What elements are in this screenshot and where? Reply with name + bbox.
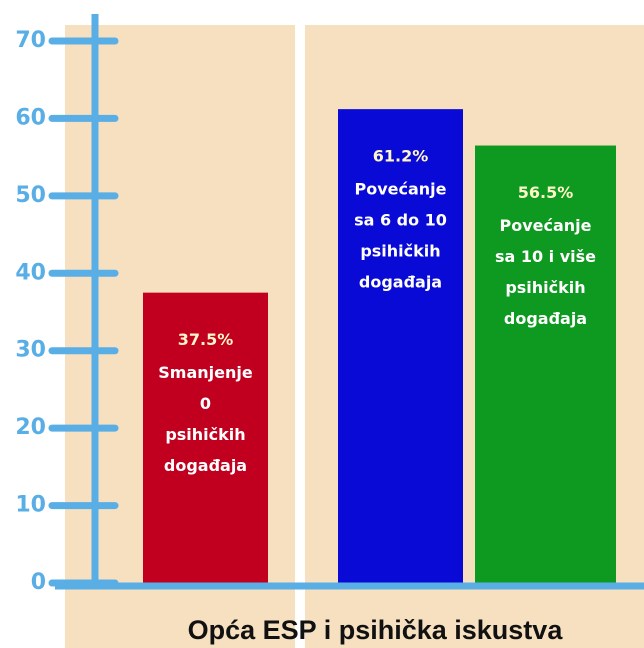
chart-title: Opća ESP i psihička iskustva (188, 615, 564, 645)
y-tick-label: 70 (15, 28, 46, 53)
category-label: 0 (200, 394, 211, 413)
category-label: sa 10 i više (495, 247, 596, 266)
category-label: psihičkih (505, 278, 585, 297)
y-tick-label: 30 (15, 338, 46, 363)
category-label: psihičkih (165, 425, 245, 444)
data-label: 37.5% (178, 330, 234, 349)
category-label: sa 6 do 10 (354, 211, 447, 230)
category-label: događaja (504, 309, 587, 328)
y-tick-label: 60 (15, 105, 46, 130)
category-label: psihičkih (360, 242, 440, 261)
y-tick-label: 40 (15, 260, 46, 285)
bar (475, 145, 616, 583)
y-tick-label: 50 (15, 183, 46, 208)
y-tick-label: 10 (15, 493, 46, 518)
bar (338, 109, 463, 583)
data-label: 56.5% (518, 183, 574, 202)
y-tick-label: 20 (15, 415, 46, 440)
y-tick-label: 0 (31, 570, 46, 595)
category-label: događaja (164, 456, 247, 475)
bar (143, 292, 268, 583)
category-label: Povećanje (354, 180, 446, 199)
category-label: Smanjenje (158, 363, 253, 382)
category-label: Povećanje (499, 216, 591, 235)
data-label: 61.2% (373, 147, 429, 166)
category-label: događaja (359, 273, 442, 292)
